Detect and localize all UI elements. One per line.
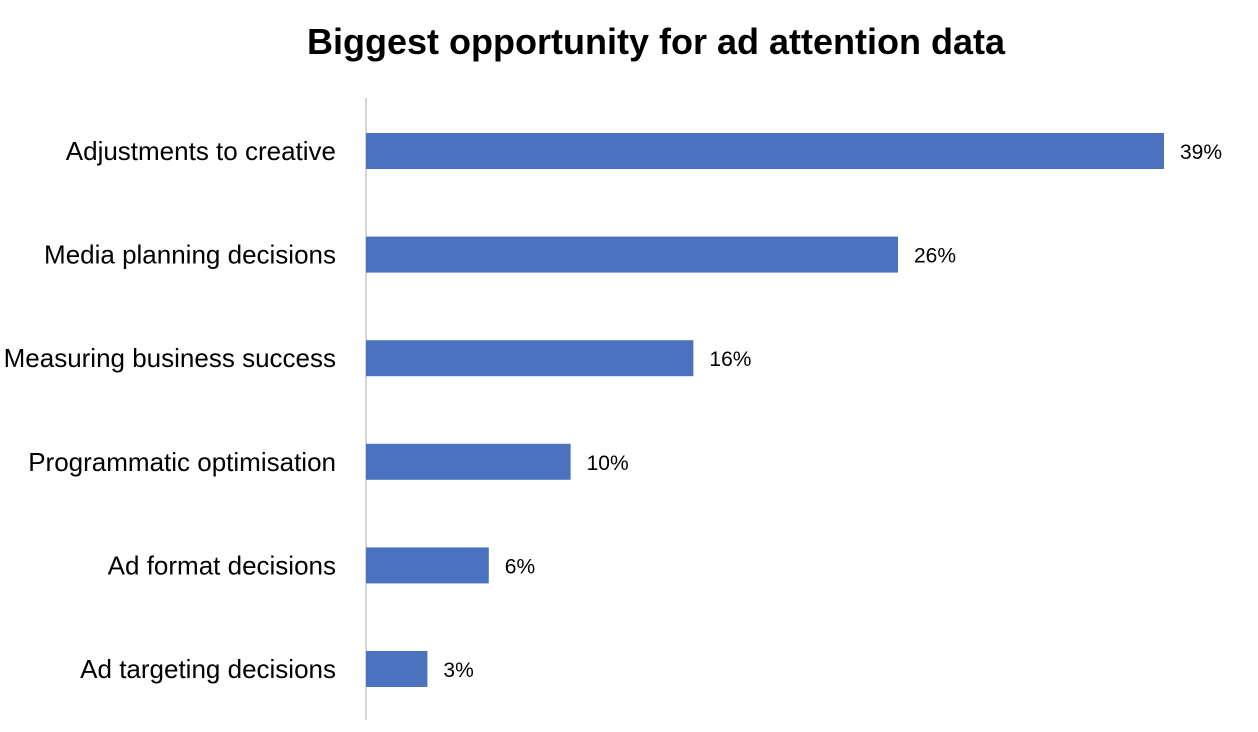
- chart-title: Biggest opportunity for ad attention dat…: [307, 21, 1006, 62]
- bar: [366, 651, 428, 687]
- category-label: Media planning decisions: [44, 240, 336, 270]
- bar: [366, 340, 694, 377]
- category-label: Adjustments to creative: [66, 136, 336, 166]
- bar: [366, 547, 489, 584]
- data-label: 26%: [914, 245, 956, 268]
- bar: [366, 236, 898, 273]
- bar: [366, 443, 571, 480]
- data-label: 10%: [587, 452, 629, 475]
- data-label: 16%: [709, 348, 751, 371]
- category-label: Ad format decisions: [108, 550, 336, 580]
- category-label: Measuring business success: [4, 343, 336, 373]
- data-label: 6%: [505, 555, 535, 578]
- data-label: 39%: [1180, 141, 1222, 164]
- bars-group: Adjustments to creative 39% Media planning…: [4, 133, 1222, 687]
- bar: [366, 133, 1164, 169]
- category-label: Programmatic optimisation: [28, 447, 336, 477]
- category-label: Ad targeting decisions: [80, 654, 336, 684]
- data-label: 3%: [443, 659, 473, 682]
